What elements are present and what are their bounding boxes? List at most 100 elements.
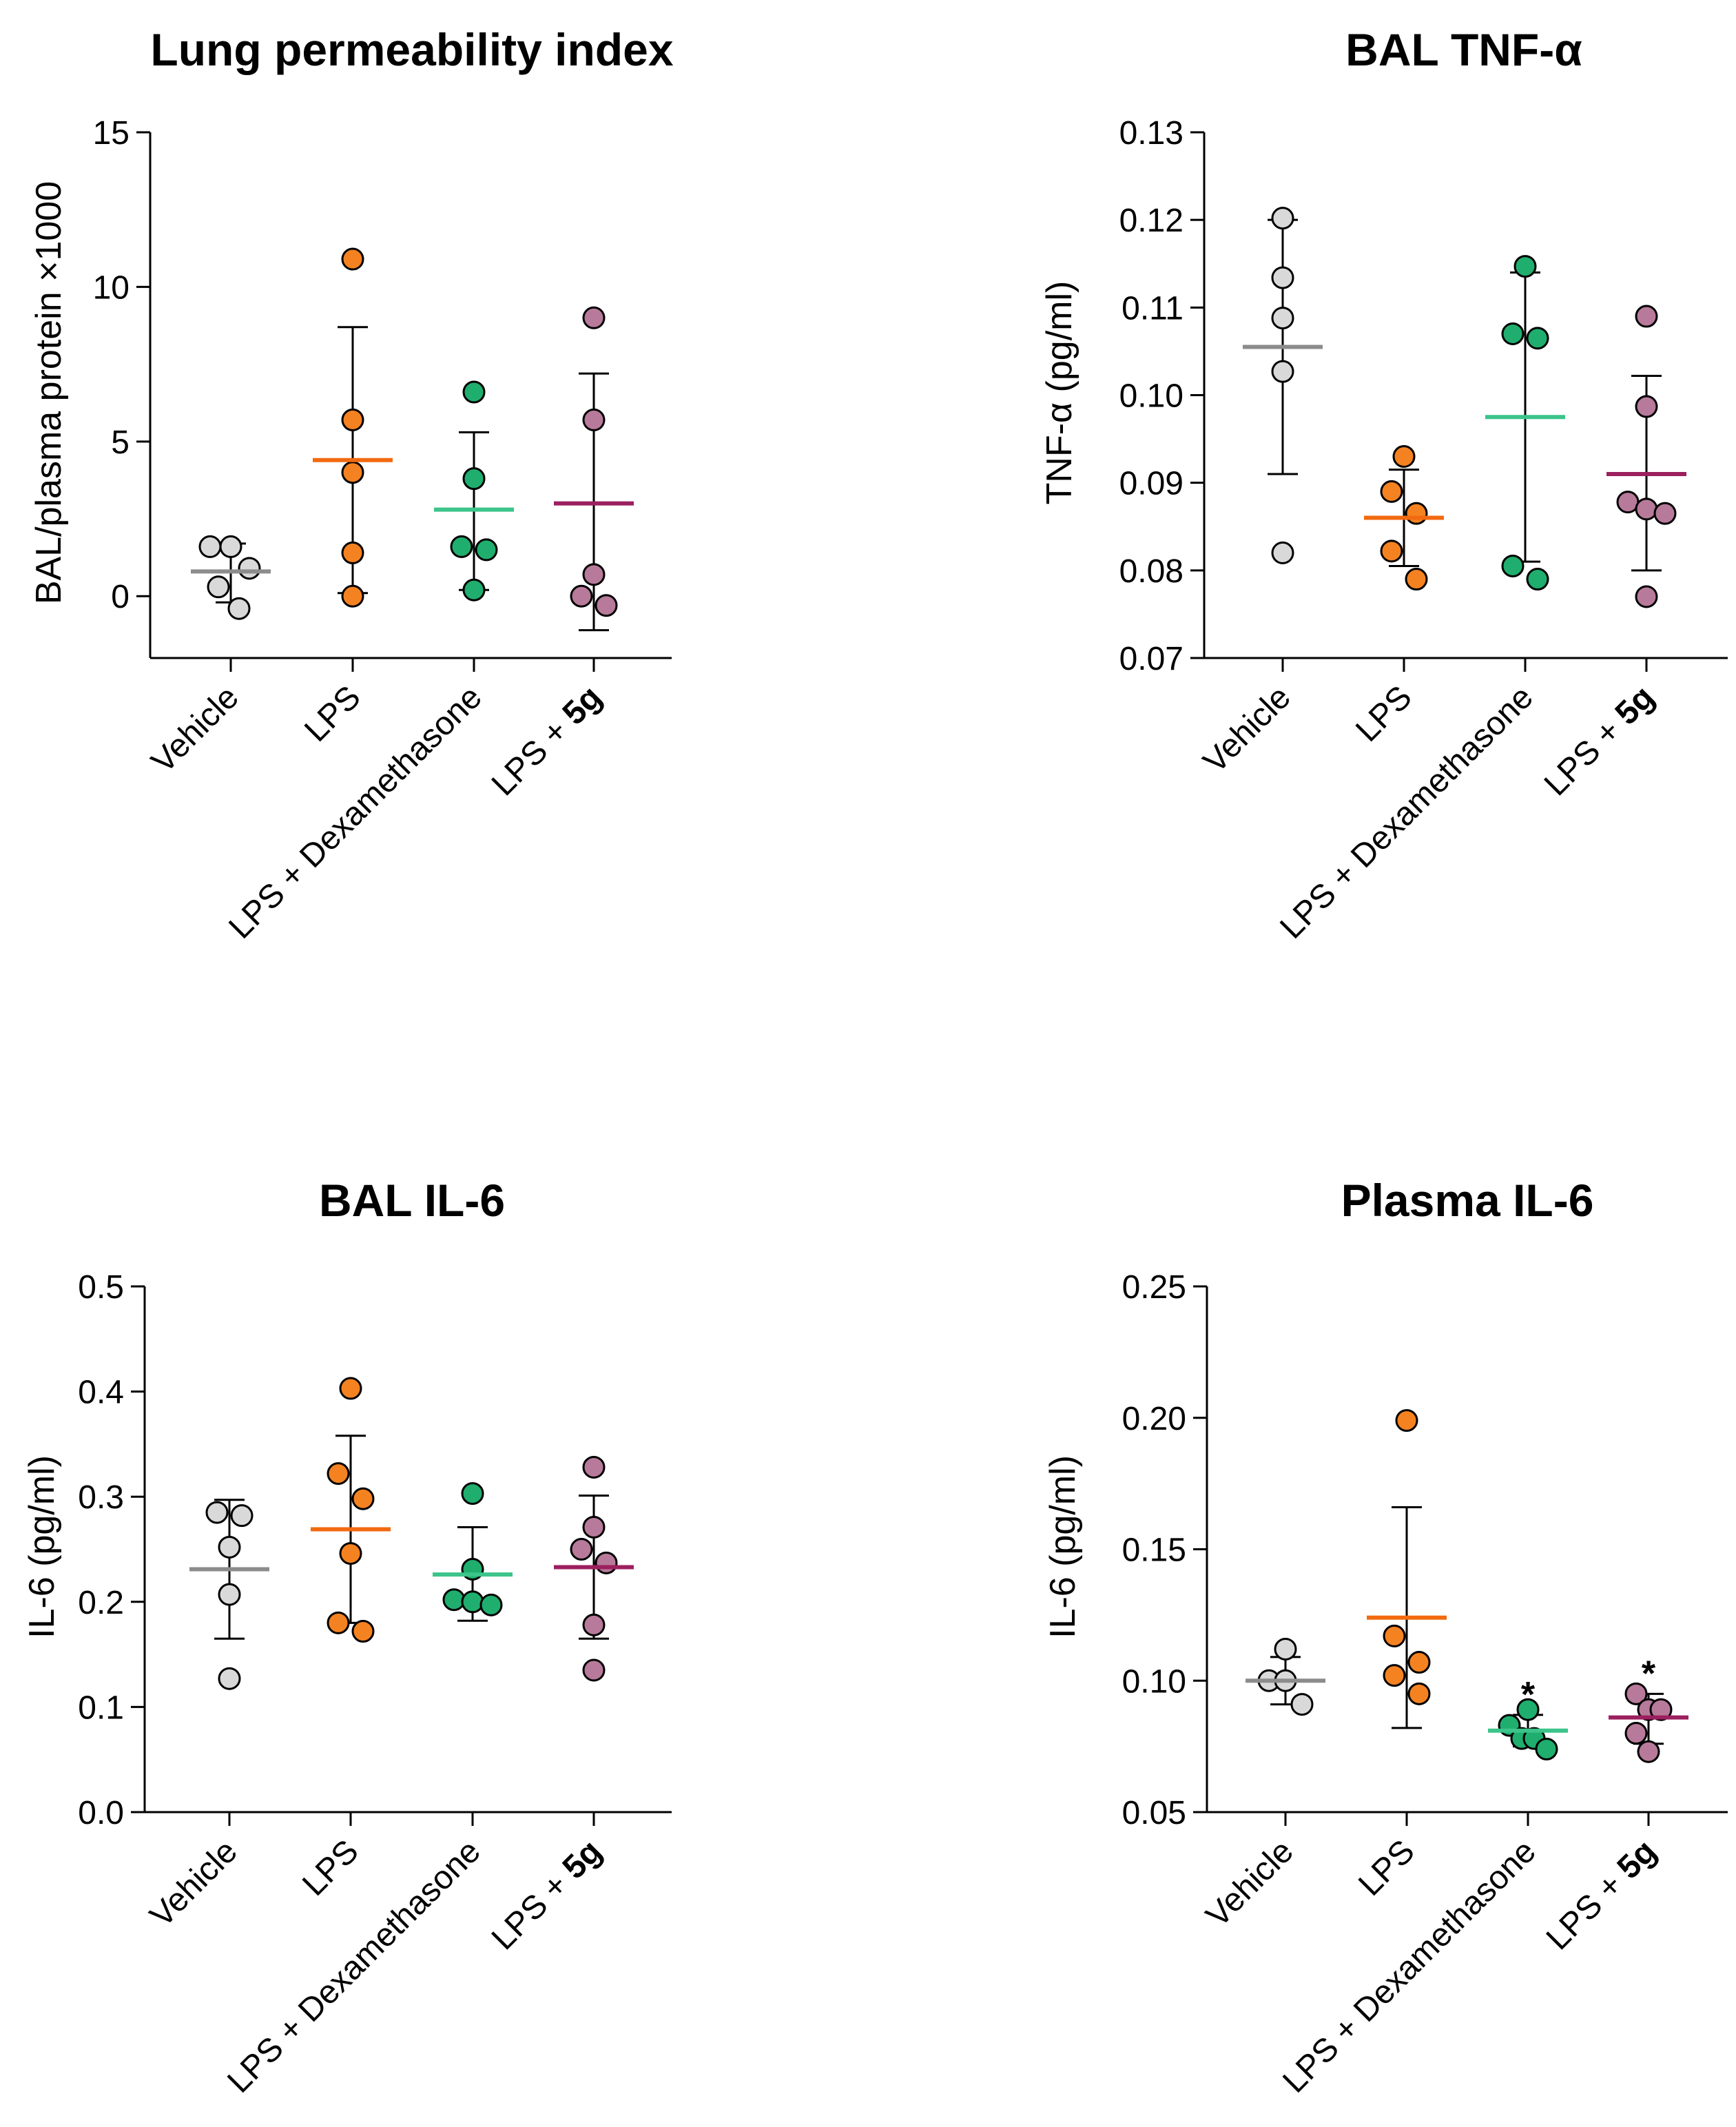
data-point	[1635, 395, 1658, 418]
data-point	[1380, 480, 1403, 503]
y-tick-label: 0.12	[1119, 203, 1184, 239]
data-point	[218, 1535, 241, 1559]
data-point	[341, 584, 364, 608]
x-category-label: LPS	[296, 1833, 366, 1903]
data-point	[351, 1620, 375, 1643]
y-tick-label: 0.20	[1122, 1401, 1186, 1437]
data-point	[219, 535, 242, 558]
y-tick-label: 0.10	[1122, 1663, 1186, 1700]
x-category-label: LPS + 5g	[485, 679, 609, 803]
chart-bal-tnf-alpha: BAL TNF-α TNF-α (pg/ml) 0.07 0.08 0.09 0.10…	[1040, 24, 1728, 946]
data-point	[582, 1455, 606, 1479]
chart-bal-il6: BAL IL-6 IL-6 (pg/ml) 0.0 0.1 0.2 0.3 0.4 0.5…	[22, 1175, 672, 2100]
data-point	[1635, 305, 1658, 328]
x-category-label-bold: 5g	[556, 1833, 609, 1886]
x-category-label-bold: 5g	[556, 679, 609, 732]
significance-marker: *	[1521, 1675, 1536, 1715]
y-tick-label: 5	[111, 424, 130, 461]
x-category-label: Vehicle	[1197, 679, 1298, 780]
data-point	[339, 1377, 362, 1400]
y-axis-label: IL-6 (pg/ml)	[1043, 1455, 1083, 1638]
y-tick-label: 0.25	[1122, 1269, 1186, 1306]
data-point	[1271, 360, 1294, 383]
data-point	[1624, 1722, 1648, 1745]
data-point	[461, 1482, 484, 1506]
data-point	[462, 380, 486, 404]
data-point	[1392, 445, 1416, 469]
y-tick-label: 0.10	[1119, 378, 1184, 415]
data-point	[351, 1487, 375, 1510]
data-point	[1526, 327, 1549, 350]
data-point	[1526, 568, 1549, 591]
x-category-label: Vehicle	[1199, 1833, 1301, 1934]
chart-lung-permeability-index: Lung permeability index BAL/plasma prote…	[29, 24, 674, 946]
data-point	[461, 1590, 484, 1614]
data-point	[341, 461, 364, 484]
data-marks: **	[1246, 1409, 1688, 1763]
data-point	[205, 1501, 229, 1524]
y-tick-label: 0.4	[78, 1375, 124, 1411]
data-point	[1383, 1664, 1406, 1687]
y-axis-label: IL-6 (pg/ml)	[22, 1455, 62, 1638]
data-point	[582, 563, 606, 586]
data-marks	[1243, 207, 1686, 608]
chart-title: Lung permeability index	[150, 24, 673, 75]
data-point	[1624, 1682, 1648, 1705]
data-point	[595, 1551, 618, 1574]
y-tick-label: 0.2	[78, 1585, 124, 1621]
data-point	[339, 1542, 362, 1565]
data-point	[1274, 1637, 1297, 1661]
data-point	[1616, 491, 1640, 514]
x-category-label: Vehicle	[143, 1833, 245, 1934]
data-point	[1501, 554, 1525, 577]
x-category-label: LPS + Dexamethasone	[222, 679, 488, 945]
data-point	[1635, 497, 1658, 521]
data-point	[1383, 1624, 1406, 1647]
data-point	[570, 1538, 593, 1561]
y-tick-label: 0.05	[1122, 1795, 1186, 1831]
data-point	[595, 594, 618, 617]
data-point	[582, 1658, 606, 1682]
y-axis-label: BAL/plasma protein ×1000	[29, 181, 69, 604]
y-tick-label: 0.3	[78, 1479, 124, 1516]
data-point	[462, 467, 486, 491]
data-point	[1535, 1737, 1558, 1760]
data-point	[1653, 502, 1677, 525]
data-point	[1380, 540, 1403, 563]
y-tick-label: 0.09	[1119, 466, 1184, 502]
x-category-label: LPS + Dexamethasone	[1273, 679, 1540, 945]
y-tick-label: 0.0	[78, 1795, 124, 1831]
x-category-label-bold: 5g	[1609, 679, 1662, 732]
data-point	[1271, 207, 1294, 230]
y-tick-label: 15	[93, 115, 130, 152]
data-point	[1395, 1409, 1418, 1432]
data-point	[1405, 568, 1428, 591]
data-point	[218, 1667, 241, 1690]
x-category-label: LPS + 5g	[1538, 679, 1662, 803]
data-point	[1407, 1651, 1431, 1674]
x-category-label-bold: 5g	[1611, 1833, 1664, 1886]
data-point	[227, 597, 251, 620]
data-point	[1637, 1740, 1660, 1763]
x-category-label: Vehicle	[145, 679, 246, 780]
data-point	[450, 535, 473, 558]
x-category-label: LPS + 5g	[1540, 1833, 1664, 1957]
x-category-label: LPS + Dexamethasone	[220, 1833, 487, 2099]
data-point	[198, 535, 222, 558]
data-point	[1290, 1693, 1314, 1716]
chart-title: BAL IL-6	[319, 1175, 505, 1226]
data-point	[230, 1504, 254, 1528]
data-point	[462, 578, 486, 602]
data-point	[479, 1593, 503, 1616]
data-point	[1516, 1698, 1540, 1721]
data-point	[1501, 322, 1525, 345]
y-axis-label: TNF-α (pg/ml)	[1040, 281, 1079, 505]
data-point	[1513, 255, 1537, 278]
data-point	[582, 408, 606, 431]
data-point	[442, 1588, 466, 1612]
y-tick-label: 0.08	[1119, 553, 1184, 590]
